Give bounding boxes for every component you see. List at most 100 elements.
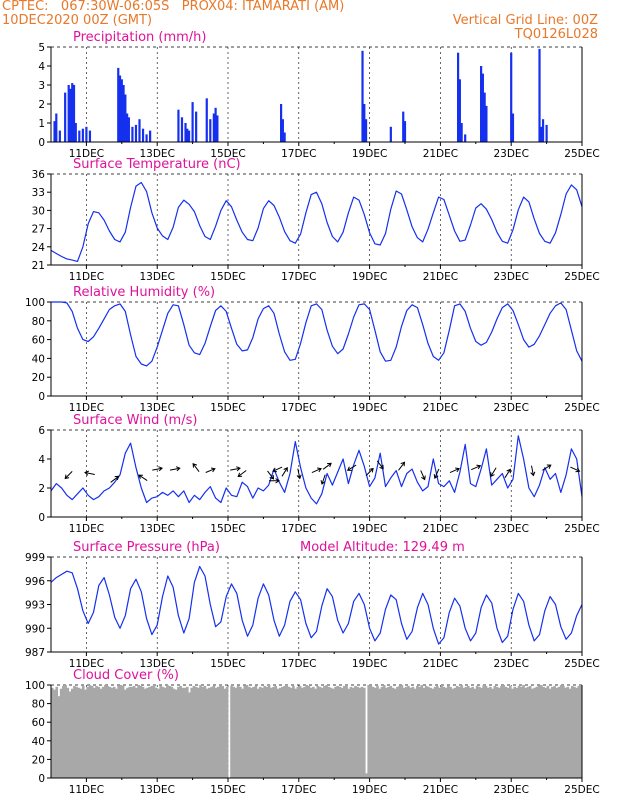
cloud-bar bbox=[121, 685, 125, 778]
cloud-bar bbox=[424, 685, 428, 778]
cloud-bar bbox=[75, 686, 78, 778]
cloud-bar bbox=[183, 687, 187, 778]
series-line bbox=[50, 181, 583, 262]
cloud-bar bbox=[343, 685, 346, 778]
x-tick-label: 25DEC bbox=[564, 523, 599, 535]
cloud-bar bbox=[303, 686, 306, 778]
cloud-bar bbox=[380, 686, 384, 778]
cloud-bar bbox=[77, 687, 81, 778]
cloud-bar bbox=[389, 685, 393, 778]
cloud-bar bbox=[216, 686, 220, 778]
precip-bar bbox=[460, 123, 463, 142]
precip-bar bbox=[127, 117, 130, 142]
precip-bar bbox=[71, 83, 74, 142]
precip-bar bbox=[69, 88, 72, 142]
panel-frame bbox=[50, 557, 583, 653]
cloud-bar bbox=[433, 686, 437, 778]
precip-bar bbox=[481, 73, 484, 142]
cloud-bar bbox=[524, 687, 528, 778]
cloud-bar bbox=[551, 686, 554, 778]
y-tick-label: 100 bbox=[25, 297, 45, 309]
cloud-bar bbox=[331, 688, 335, 778]
precip-bar bbox=[209, 119, 212, 142]
wind-arrow bbox=[530, 465, 536, 477]
panel-title: Surface Pressure (hPa) bbox=[73, 540, 220, 555]
x-tick-label: 13DEC bbox=[139, 523, 174, 535]
series-line bbox=[50, 435, 583, 505]
cloud-bar bbox=[267, 685, 271, 778]
cloud-bar bbox=[513, 686, 517, 778]
cloud-bar bbox=[522, 685, 525, 778]
wind-arrow bbox=[84, 470, 95, 476]
wind-arrow bbox=[471, 464, 482, 471]
wind-arrow bbox=[64, 471, 73, 480]
cloud-bar bbox=[128, 686, 132, 778]
cloud-bar bbox=[274, 685, 278, 778]
cloud-bar bbox=[575, 687, 578, 778]
cloud-bar bbox=[422, 687, 426, 778]
cloud-bar bbox=[564, 687, 567, 778]
cloud-bar bbox=[371, 686, 375, 778]
cloud-bar bbox=[143, 688, 147, 778]
x-tick-label: 15DEC bbox=[210, 658, 245, 670]
wind-arrow bbox=[449, 467, 460, 474]
cloud-bar bbox=[84, 689, 87, 778]
y-tick-label: 40 bbox=[32, 736, 45, 748]
cloud-bar bbox=[526, 686, 530, 778]
panel-frame bbox=[50, 302, 583, 397]
y-tick-label: 993 bbox=[25, 600, 45, 612]
cloud-bar bbox=[539, 685, 543, 778]
x-tick-label: 25DEC bbox=[564, 148, 599, 160]
precip-bar bbox=[122, 85, 125, 142]
panel-title: Relative Humidity (%) bbox=[73, 285, 215, 300]
cloud-bar bbox=[95, 685, 98, 778]
x-tick-label: 17DEC bbox=[281, 271, 316, 283]
cloud-bar bbox=[152, 685, 156, 778]
cloud-bar bbox=[420, 685, 424, 778]
cloud-bar bbox=[230, 685, 233, 778]
x-tick-label: 17DEC bbox=[281, 658, 316, 670]
cloud-bar bbox=[223, 688, 227, 778]
wind-arrow bbox=[490, 467, 497, 478]
cloud-bar bbox=[495, 686, 499, 778]
cloud-bar bbox=[188, 692, 191, 778]
precip-bar bbox=[403, 121, 407, 142]
cloud-bar bbox=[252, 686, 255, 778]
cloud-bar bbox=[79, 688, 83, 778]
cloud-bar bbox=[168, 685, 171, 778]
precip-bar bbox=[126, 113, 129, 142]
precip-bar bbox=[545, 124, 548, 142]
x-tick-label: 23DEC bbox=[493, 784, 528, 796]
y-tick-label: 2 bbox=[38, 483, 45, 495]
y-tick-label: 4 bbox=[38, 61, 45, 73]
y-tick-label: 30 bbox=[32, 205, 45, 217]
x-tick-label: 11DEC bbox=[69, 271, 104, 283]
cloud-bar bbox=[177, 686, 180, 778]
cloud-bar bbox=[382, 685, 386, 778]
cloud-bar bbox=[93, 687, 96, 778]
x-tick-label: 15DEC bbox=[210, 784, 245, 796]
cloud-bar bbox=[137, 685, 140, 778]
cloud-bar bbox=[301, 687, 304, 778]
x-tick-label: 19DEC bbox=[352, 658, 387, 670]
y-tick-label: 0 bbox=[38, 773, 45, 785]
precip-bar bbox=[389, 126, 392, 142]
cloud-bar bbox=[179, 685, 182, 778]
cloud-bar bbox=[546, 685, 550, 778]
cloud-bar bbox=[88, 685, 92, 778]
cloud-bar bbox=[170, 686, 174, 778]
cloud-bar bbox=[57, 696, 61, 778]
cloud-bar bbox=[161, 686, 165, 778]
cloud-bar bbox=[108, 686, 112, 778]
cloud-bar bbox=[245, 685, 249, 778]
cloud-bar bbox=[349, 686, 353, 778]
wind-arrow bbox=[152, 466, 164, 472]
cloud-bar bbox=[283, 685, 286, 778]
panel-title: Cloud Cover (%) bbox=[73, 668, 179, 683]
y-tick-label: 80 bbox=[32, 699, 45, 711]
x-tick-label: 25DEC bbox=[564, 271, 599, 283]
precip-bar bbox=[124, 94, 127, 142]
panel-frame bbox=[50, 430, 583, 518]
x-tick-label: 21DEC bbox=[423, 402, 458, 414]
